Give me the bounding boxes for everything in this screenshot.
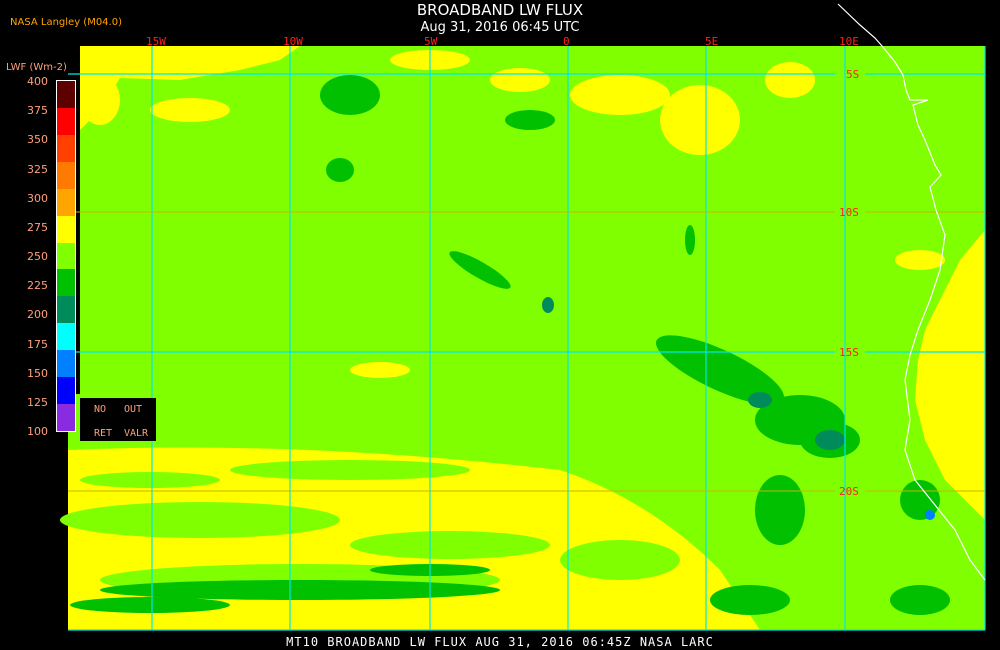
lat-label: 15S xyxy=(839,346,859,359)
nodata-no: NO xyxy=(94,404,107,415)
legend-tick: 175 xyxy=(27,337,48,351)
lon-labels: 15W 10W 5W 0 5E 10E xyxy=(146,35,859,48)
lat-label: 5S xyxy=(846,68,859,81)
legend-tick: 225 xyxy=(27,279,48,293)
footer-caption: MT10 BROADBAND LW FLUX AUG 31, 2016 06:4… xyxy=(286,635,714,649)
lon-label: 5W xyxy=(424,35,438,48)
legend-tick: 325 xyxy=(27,162,48,176)
map-timestamp: Aug 31, 2016 06:45 UTC xyxy=(420,20,580,35)
legend-tick: 250 xyxy=(27,250,48,263)
nodata-ret: RET xyxy=(94,428,113,439)
org-label: NASA Langley (M04.0) xyxy=(10,17,122,28)
cold-cloud-regions xyxy=(542,297,935,520)
legend-swatch xyxy=(57,215,75,243)
legend-tick: 125 xyxy=(27,395,48,409)
lon-label: 10W xyxy=(283,35,303,48)
legend-units: LWF (Wm-2) xyxy=(6,62,67,73)
legend-tick: 100 xyxy=(27,425,48,438)
legend-swatch xyxy=(57,296,75,324)
legend-swatch xyxy=(57,377,75,405)
legend-tick: 350 xyxy=(27,133,48,147)
graticule xyxy=(68,46,986,631)
map-title: BROADBAND LW FLUX xyxy=(416,1,584,19)
graticule-minor xyxy=(68,211,985,492)
coastline xyxy=(837,3,986,581)
nodata-out: OUT xyxy=(124,404,143,415)
legend-swatch xyxy=(57,323,75,351)
legend-tick: 150 xyxy=(27,366,48,380)
legend-swatch xyxy=(57,242,75,270)
lon-label: 5E xyxy=(705,35,718,48)
lat-labels: 5S 10S 15S 20S xyxy=(839,68,859,498)
color-legend xyxy=(56,80,76,432)
nodata-key: NO OUT RET VALR xyxy=(80,398,156,441)
lat-label: 20S xyxy=(839,485,859,498)
nodata-valr: VALR xyxy=(124,428,149,439)
lon-label: 15W xyxy=(146,35,166,48)
lat-label: 10S xyxy=(839,206,859,219)
legend-swatch xyxy=(57,107,75,135)
legend-tick: 275 xyxy=(27,220,48,234)
legend-swatch xyxy=(57,134,75,162)
legend-swatch xyxy=(57,350,75,378)
legend-swatch xyxy=(57,81,75,108)
mid-flux-regions xyxy=(70,75,950,615)
legend-tick: 300 xyxy=(27,191,48,205)
legend-tick: 200 xyxy=(27,308,48,322)
lon-label: 0 xyxy=(563,35,570,48)
legend-swatch xyxy=(57,404,75,431)
legend-swatch xyxy=(57,161,75,189)
legend-swatch xyxy=(57,188,75,216)
legend-tick: 400 xyxy=(27,75,48,88)
lon-label: 10E xyxy=(839,35,859,48)
legend-tick: 375 xyxy=(27,104,48,118)
legend-swatch xyxy=(57,269,75,297)
